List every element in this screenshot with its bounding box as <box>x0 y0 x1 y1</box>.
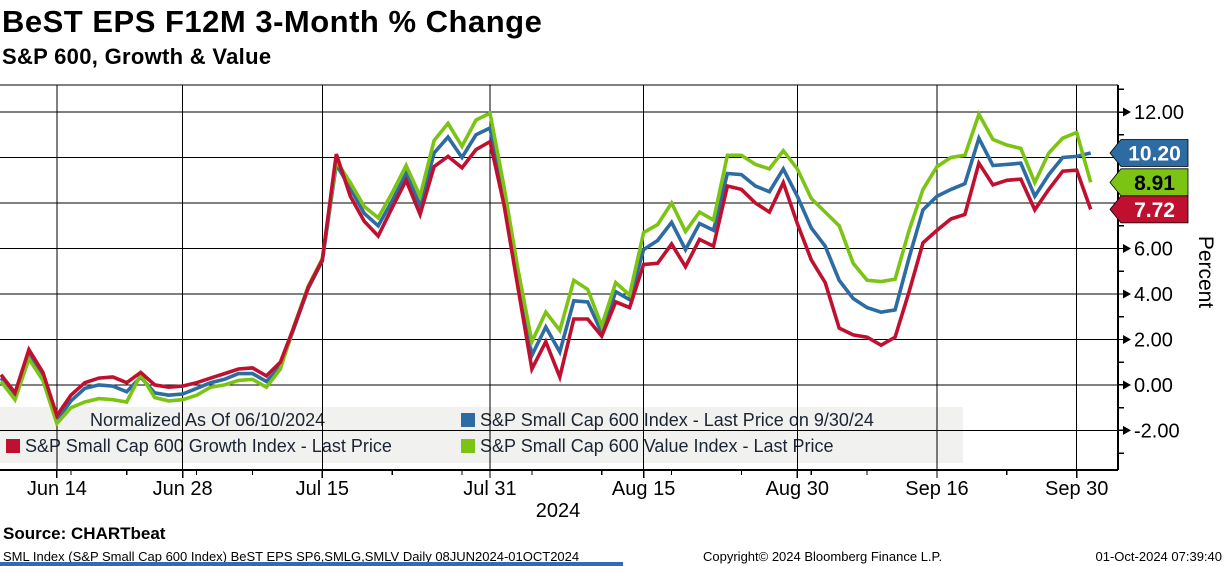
y-tick-arrow-icon <box>1123 244 1131 254</box>
last-price-badge-text-sp600-index: 10.20 <box>1128 142 1181 165</box>
source-line: Source: CHARTbeat <box>3 524 166 543</box>
x-axis-year-label: 2024 <box>535 500 581 522</box>
y-tick-label: 2.00 <box>1134 329 1173 351</box>
x-tick-label: Jun 28 <box>153 478 213 500</box>
x-tick-label: Aug 30 <box>766 478 829 500</box>
last-price-badge-text-sp600-growth: 7.72 <box>1134 199 1175 222</box>
legend-label-sp600-index: S&P Small Cap 600 Index - Last Price on … <box>480 410 874 430</box>
y-tick-label: 4.00 <box>1134 284 1173 306</box>
series-line-sp600-index <box>0 125 1092 425</box>
y-axis-title: Percent <box>1194 235 1217 309</box>
y-tick-label: 6.00 <box>1134 239 1173 261</box>
legend-item-sp600-index: S&P Small Cap 600 Index - Last Price on … <box>461 410 874 436</box>
footer-timestamp: 01-Oct-2024 07:39:40 <box>1095 549 1222 564</box>
y-tick-arrow-icon <box>1123 107 1131 117</box>
legend-normalized-note: Normalized As Of 06/10/2024 <box>90 410 326 430</box>
footer-security-info: SML Index (S&P Small Cap 600 Index) BeST… <box>3 549 580 564</box>
y-tick-label: 0.00 <box>1134 375 1173 397</box>
x-tick-label: Sep 30 <box>1045 478 1108 500</box>
x-tick-label: Jul 15 <box>296 478 349 500</box>
x-tick-label: Sep 16 <box>905 478 968 500</box>
last-price-badge-sp600-growth <box>1109 195 1189 224</box>
last-price-badge-sp600-value <box>1109 168 1189 197</box>
x-tick-label: Jun 14 <box>27 478 87 500</box>
bottom-blue-bar <box>0 562 623 566</box>
legend-swatch-sp600-growth-icon <box>6 439 20 453</box>
y-tick-arrow-icon <box>1123 289 1131 299</box>
series-line-sp600-growth <box>0 138 1093 420</box>
x-tick-label: Aug 15 <box>612 478 675 500</box>
footer-copyright: Copyright© 2024 Bloomberg Finance L.P. <box>703 549 943 564</box>
legend-label-sp600-value: S&P Small Cap 600 Value Index - Last Pri… <box>480 436 834 456</box>
y-tick-arrow-icon <box>1123 380 1131 390</box>
chart-legend: Normalized As Of 06/10/2024 S&P Small Ca… <box>0 407 963 463</box>
page-subtitle: S&P 600, Growth & Value <box>2 44 272 69</box>
x-tick-label: Jul 31 <box>463 478 516 500</box>
legend-item-sp600-value: S&P Small Cap 600 Value Index - Last Pri… <box>461 436 834 462</box>
legend-swatch-sp600-value-icon <box>461 439 475 453</box>
legend-swatch-sp600-index-icon <box>461 413 475 427</box>
legend-label-sp600-growth: S&P Small Cap 600 Growth Index - Last Pr… <box>25 436 392 456</box>
page-title: BeST EPS F12M 3-Month % Change <box>2 4 543 39</box>
y-tick-arrow-icon <box>1123 334 1131 344</box>
series-line-sp600-value <box>0 109 1093 428</box>
y-tick-label: -2.00 <box>1134 420 1180 442</box>
last-price-badge-sp600-index <box>1109 139 1189 167</box>
legend-item-sp600-growth: S&P Small Cap 600 Growth Index - Last Pr… <box>6 436 392 462</box>
y-tick-label: 12.00 <box>1134 102 1184 124</box>
y-tick-arrow-icon <box>1123 425 1131 435</box>
last-price-badge-text-sp600-value: 8.91 <box>1134 172 1175 195</box>
